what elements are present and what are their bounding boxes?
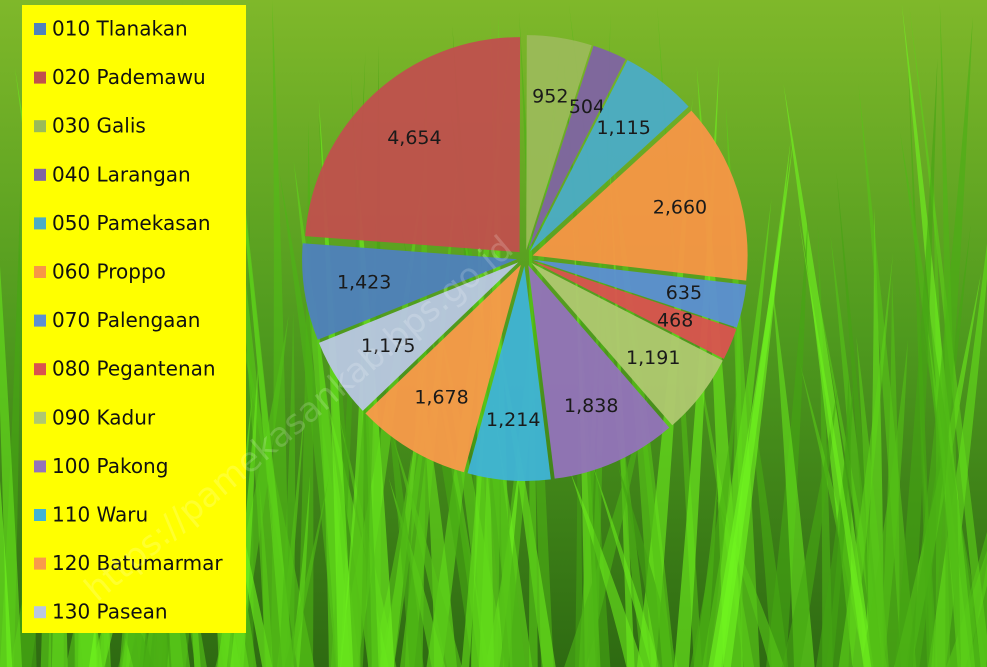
- value-label: 4,654: [387, 127, 441, 149]
- legend-swatch: [34, 23, 46, 35]
- value-label: 504: [569, 96, 605, 118]
- value-label: 635: [666, 282, 702, 304]
- value-label: 952: [532, 86, 568, 108]
- value-label: 1,678: [414, 386, 468, 408]
- legend-label: 030 Galis: [52, 114, 146, 138]
- chart: 1,423 4,654 9525041,115 2,660 635 468 1,191 1,8…: [0, 0, 987, 667]
- legend-swatch: [34, 412, 46, 424]
- legend-swatch: [34, 169, 46, 181]
- legend-label: 100 Pakong: [52, 454, 168, 478]
- legend-label: 040 Larangan: [52, 162, 191, 186]
- value-label: 1,423: [337, 272, 391, 294]
- legend-swatch: [34, 363, 46, 375]
- value-label: 2,660: [653, 197, 707, 219]
- value-label: 1,115: [596, 117, 650, 139]
- value-label: 1,191: [626, 347, 680, 369]
- legend-swatch: [34, 558, 46, 570]
- legend-swatch: [34, 120, 46, 132]
- value-label: 1,838: [564, 395, 618, 417]
- legend-label: 110 Waru: [52, 503, 148, 527]
- legend-label: 020 Pademawu: [52, 65, 206, 89]
- value-label: 468: [657, 309, 693, 331]
- legend-label: 060 Proppo: [52, 260, 166, 284]
- legend-swatch: [34, 266, 46, 278]
- legend-swatch: [34, 460, 46, 472]
- legend-swatch: [34, 217, 46, 229]
- legend-swatch: [34, 315, 46, 327]
- legend-label: 080 Pegantenan: [52, 357, 216, 381]
- legend-swatch: [34, 509, 46, 521]
- legend-swatch: [34, 606, 46, 618]
- value-label: 1,214: [486, 409, 540, 431]
- legend-label: 070 Palengaan: [52, 308, 200, 332]
- legend-label: 090 Kadur: [52, 405, 156, 429]
- legend-label: 050 Pamekasan: [52, 211, 211, 235]
- legend-label: 010 Tlanakan: [52, 17, 188, 41]
- legend-swatch: [34, 72, 46, 84]
